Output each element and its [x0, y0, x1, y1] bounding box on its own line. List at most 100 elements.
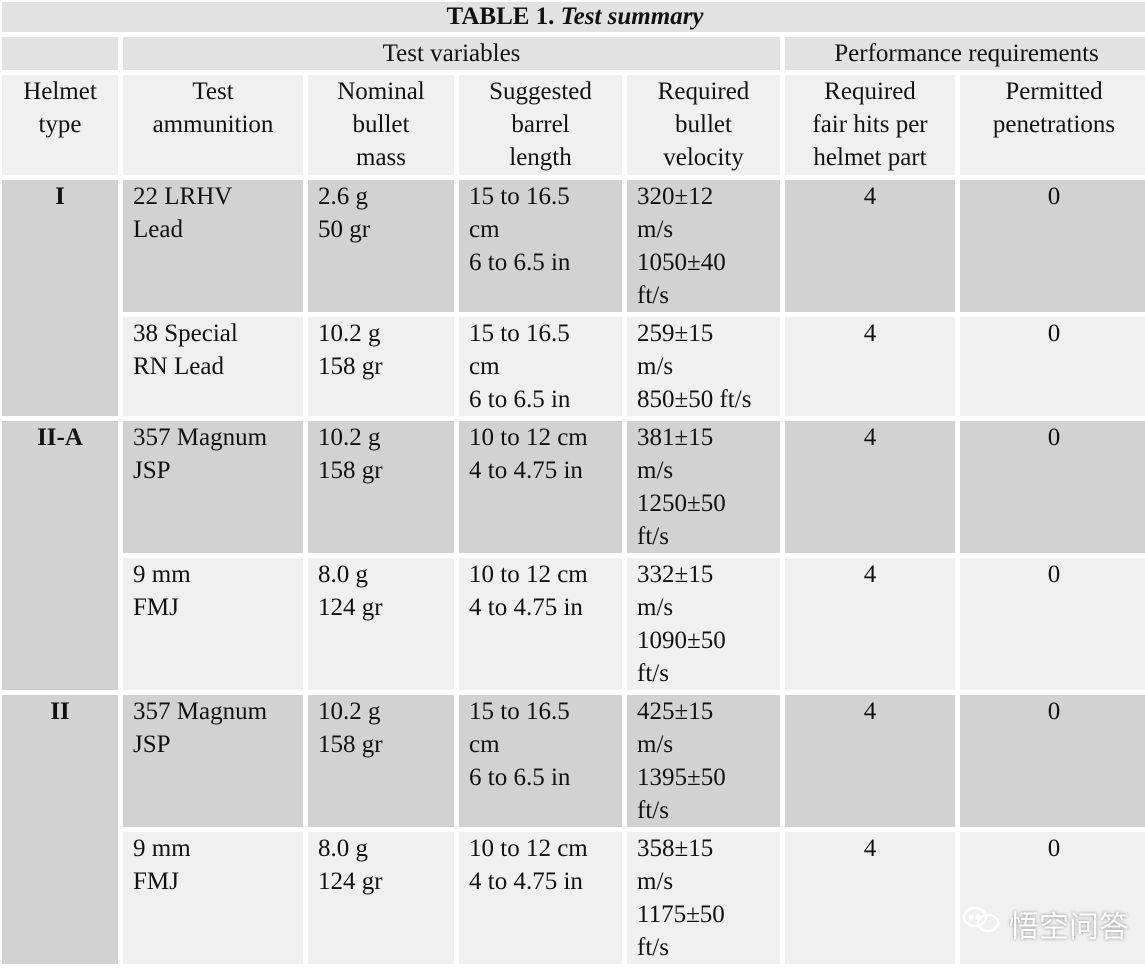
barrel-length-cell: 10 to 12 cm 4 to 4.75 in [459, 832, 622, 964]
velocity-cell: 320±12 m/s 1050±40 ft/s [627, 180, 780, 312]
ammunition-cell-line: 9 mm [133, 835, 191, 862]
header-penetrations-line: penetrations [992, 111, 1116, 138]
barrel-length-cell-line: 15 to 16.5 [469, 320, 570, 347]
ammunition-cell-line: 9 mm [133, 561, 191, 588]
mass-cell: 10.2 g 158 gr [308, 421, 454, 553]
header-nominal-mass-line: bullet [352, 111, 410, 138]
fair-hits-cell: 4 [785, 832, 955, 964]
velocity-cell-line: 1090±50 [637, 627, 726, 654]
header-velocity: Required bullet velocity [627, 75, 780, 175]
header-helmet-type: Helmet type [2, 75, 118, 175]
velocity-cell-line: 332±15 [637, 561, 714, 588]
ammunition-cell: 9 mm FMJ [123, 832, 303, 964]
ammunition-cell: 357 Magnum JSP [123, 695, 303, 827]
velocity-cell-line: ft/s [637, 523, 669, 550]
ammunition-cell-line: 38 Special [133, 320, 238, 347]
ammunition-cell: 357 Magnum JSP [123, 421, 303, 553]
barrel-length-cell-line: 6 to 6.5 in [469, 764, 571, 791]
header-test-ammunition-line: ammunition [152, 111, 274, 138]
barrel-length-cell: 15 to 16.5 cm 6 to 6.5 in [459, 180, 622, 312]
barrel-length-cell: 15 to 16.5 cm 6 to 6.5 in [459, 317, 622, 416]
penetrations-cell: 0 [960, 317, 1145, 416]
mass-cell-line: 8.0 g [318, 835, 368, 862]
ammunition-cell-line: Lead [133, 216, 183, 243]
velocity-cell-line: m/s [637, 457, 674, 484]
fair-hits-cell: 4 [785, 421, 955, 553]
velocity-cell-line: m/s [637, 353, 674, 380]
velocity-cell-line: 1250±50 [637, 490, 726, 517]
penetrations-cell: 0 [960, 832, 1145, 964]
mass-cell-line: 158 gr [318, 457, 383, 484]
barrel-length-cell-line: 10 to 12 cm [469, 424, 588, 451]
ammunition-cell-line: FMJ [133, 868, 179, 895]
header-fair-hits-line: helmet part [813, 144, 927, 171]
barrel-length-cell: 15 to 16.5 cm 6 to 6.5 in [459, 695, 622, 827]
mass-cell: 8.0 g 124 gr [308, 832, 454, 964]
velocity-cell: 332±15 m/s 1090±50 ft/s [627, 558, 780, 690]
header-fair-hits-line: fair hits per [812, 111, 928, 138]
table-row: II 357 Magnum JSP 10.2 g 158 gr 15 to 16.5 cm 6… [2, 695, 1145, 964]
chat-bubbles-icon [961, 903, 1001, 945]
mass-cell-line: 10.2 g [318, 424, 381, 451]
watermark: 悟空问答 [961, 902, 1129, 946]
ammunition-cell-line: 357 Magnum [133, 698, 268, 725]
velocity-cell-line: ft/s [637, 282, 669, 309]
ammunition-cell-line: 357 Magnum [133, 424, 268, 451]
barrel-length-cell-line: cm [469, 731, 500, 758]
helmet-type-cell: II-A [2, 421, 118, 690]
mass-cell-line: 158 gr [318, 731, 383, 758]
header-barrel-length-line: Suggested [489, 78, 592, 105]
group-header-performance: Performance requirements [785, 37, 1145, 70]
table-row: 9 mm FMJ 8.0 g 124 gr 10 to 12 cm 4 to 4.75 i… [2, 558, 1145, 690]
ammunition-cell-line: JSP [133, 731, 171, 758]
velocity-cell-line: ft/s [637, 797, 669, 824]
header-nominal-mass: Nominal bullet mass [308, 75, 454, 175]
header-barrel-length-line: length [509, 144, 572, 171]
velocity-cell-line: 381±15 [637, 424, 714, 451]
table-row: II-A 357 Magnum JSP 10.2 g 158 gr 10 to 12 cm… [2, 421, 1145, 690]
ammunition-cell: 22 LRHV Lead [123, 180, 303, 312]
velocity-cell-line: ft/s [637, 660, 669, 687]
velocity-cell: 381±15 m/s 1250±50 ft/s [627, 421, 780, 553]
mass-cell-line: 124 gr [318, 594, 383, 621]
barrel-length-cell: 10 to 12 cm 4 to 4.75 in [459, 421, 622, 553]
velocity-cell-line: 259±15 [637, 320, 714, 347]
penetrations-cell: 0 [960, 695, 1145, 827]
barrel-length-cell-line: 10 to 12 cm [469, 835, 588, 862]
table-row: I 22 LRHV Lead 2.6 g 50 gr 15 to 16.5 cm 6 to 6… [2, 180, 1145, 416]
penetrations-cell: 0 [960, 180, 1145, 312]
penetrations-cell: 0 [960, 421, 1145, 553]
header-helmet-type-line: Helmet [23, 78, 97, 105]
ammunition-cell-line: 22 LRHV [133, 183, 233, 210]
velocity-cell-line: 1395±50 [637, 764, 726, 791]
velocity-cell-line: 1050±40 [637, 249, 726, 276]
header-velocity-line: bullet [675, 111, 732, 138]
table-row: 9 mm FMJ 8.0 g 124 gr 10 to 12 cm 4 to 4.75 i… [2, 832, 1145, 964]
header-barrel-length: Suggested barrel length [459, 75, 622, 175]
mass-cell-line: 8.0 g [318, 561, 368, 588]
mass-cell-line: 50 gr [318, 216, 371, 243]
helmet-type-cell: I [2, 180, 118, 416]
barrel-length-cell-line: 15 to 16.5 [469, 698, 570, 725]
mass-cell: 10.2 g 158 gr [308, 695, 454, 827]
table-title: TABLE 1. Test summary [2, 2, 1145, 32]
fair-hits-cell: 4 [785, 317, 955, 416]
header-nominal-mass-line: Nominal [337, 78, 425, 105]
fair-hits-cell: 4 [785, 695, 955, 827]
group-header-blank [2, 37, 118, 70]
velocity-cell-line: 1175±50 [637, 901, 725, 928]
penetrations-cell: 0 [960, 558, 1145, 690]
mass-cell: 8.0 g 124 gr [308, 558, 454, 690]
table-title-prefix: TABLE 1. [446, 3, 555, 30]
column-header-row: Helmet type Test ammunition Nominal bullet m… [2, 75, 1145, 175]
velocity-cell: 425±15 m/s 1395±50 ft/s [627, 695, 780, 827]
velocity-cell-line: m/s [637, 594, 674, 621]
mass-cell-line: 124 gr [318, 868, 383, 895]
header-penetrations: Permitted penetrations [960, 75, 1145, 175]
velocity-cell-line: 358±15 [637, 835, 714, 862]
velocity-cell: 358±15 m/s 1175±50 ft/s [627, 832, 780, 964]
barrel-length-cell-line: 6 to 6.5 in [469, 249, 571, 276]
ammunition-cell-line: JSP [133, 457, 171, 484]
mass-cell-line: 10.2 g [318, 320, 381, 347]
ammunition-cell: 38 Special RN Lead [123, 317, 303, 416]
